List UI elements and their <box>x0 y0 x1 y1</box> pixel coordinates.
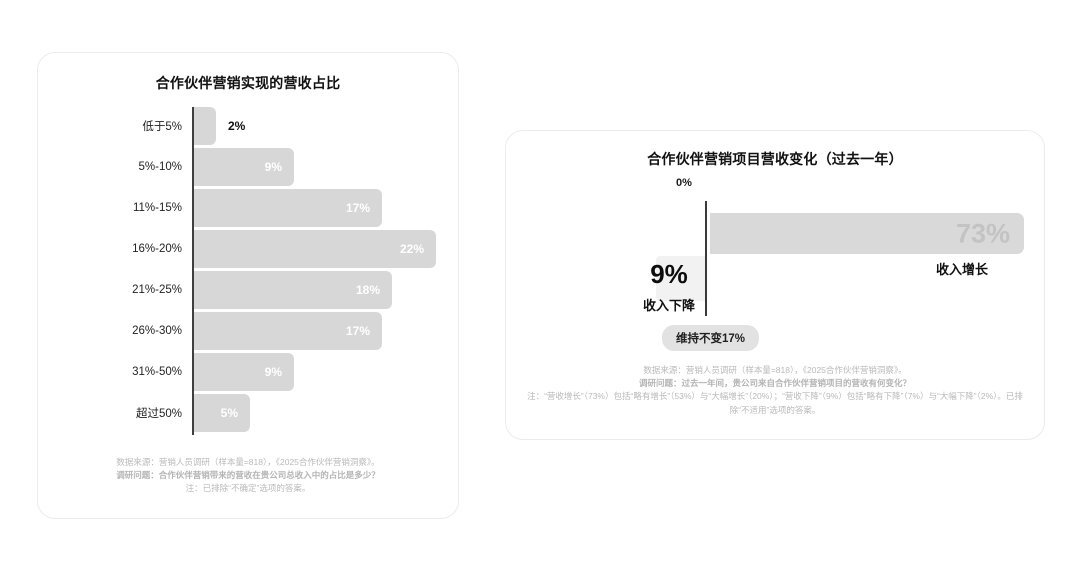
bar-value-label: 17% <box>345 200 370 215</box>
revenue-growth-value: 73% <box>955 218 1010 248</box>
revenue-share-chart-card: 合作伙伴营销实现的营收占比 低于5% 2% 5%-10% 9% 11%-15% <box>37 52 459 519</box>
left-chart-title: 合作伙伴营销实现的营收占比 <box>155 75 341 91</box>
bar-category-label: 5%-10% <box>138 160 182 173</box>
bar-value-label: 17% <box>345 323 370 338</box>
revenue-flat-pill: 维持不变17% <box>662 325 760 351</box>
bar-fill: 5% <box>194 393 250 432</box>
bar-category-label: 21%-25% <box>132 283 182 296</box>
left-bar-chart-plot: 低于5% 2% 5%-10% 9% 11%-15% 17% <box>38 105 460 435</box>
bar-category-label: 16%-20% <box>132 242 182 255</box>
table-row: 16%-20% 22% <box>38 228 460 269</box>
bar-track: 22% <box>194 229 436 268</box>
bar-value-label: 18% <box>355 282 380 297</box>
bar-fill: 18% <box>194 270 392 309</box>
bar-value-label: 9% <box>264 159 282 174</box>
footnote-question-line: 调研问题：过去一年间，贵公司来自合作伙伴营销项目的营收有何变化？ <box>638 378 911 389</box>
bar-track: 9% <box>194 352 294 391</box>
footnote-note-line: 注：“营收增长”（73%）包括“略有增长”（53%）与“大幅增长”（20%）；“… <box>527 391 1023 415</box>
bar-fill: 2% <box>194 106 245 145</box>
bar-fill: 17% <box>194 311 382 350</box>
table-row: 26%-30% 17% <box>38 310 460 351</box>
bar-track: 2% <box>194 106 245 145</box>
bar-value-label: 9% <box>264 364 282 379</box>
bar-track: 17% <box>194 311 382 350</box>
revenue-drop-label: 收入下降 <box>642 298 695 313</box>
bar-category-label: 26%-30% <box>132 324 182 337</box>
bar-value-label: 5% <box>220 405 238 420</box>
right-chart-axis-line <box>705 201 707 316</box>
right-bar-chart-plot: 0% 9% 收入下降 73% 收入增长 维持不变17% <box>506 131 1046 441</box>
bar-category-label: 31%-50% <box>132 365 182 378</box>
zero-baseline-label: 0% <box>676 177 692 189</box>
bar-fill: 9% <box>194 352 294 391</box>
bar-category-label: 11%-15% <box>132 201 182 214</box>
revenue-drop-value: 9% <box>650 259 688 289</box>
footnote-source-line: 数据来源：营销人员调研（样本量=818），《2025合作伙伴营销洞察》。 <box>116 457 380 467</box>
left-chart-footnote: 数据来源：营销人员调研（样本量=818），《2025合作伙伴营销洞察》。 调研问… <box>56 456 440 496</box>
bar-fill: 9% <box>194 147 294 186</box>
bar-category-label: 超过50% <box>135 407 182 420</box>
bar-fill: 22% <box>194 229 436 268</box>
table-row: 5%-10% 9% <box>38 146 460 187</box>
table-row: 21%-25% 18% <box>38 269 460 310</box>
footnote-source-line: 数据来源：营销人员调研（样本量=818），《2025合作伙伴营销洞察》。 <box>643 365 907 375</box>
footnote-note-line: 注：已排除“不确定”选项的答案。 <box>185 483 311 494</box>
table-row: 低于5% 2% <box>38 105 460 146</box>
footnote-question-line: 调研问题：合作伙伴营销带来的营收在贵公司总收入中的占比是多少？ <box>116 470 380 481</box>
revenue-growth-label: 收入增长 <box>936 262 989 277</box>
bar-track: 17% <box>194 188 382 227</box>
revenue-drop-bar <box>656 256 705 301</box>
bar-value-label: 22% <box>399 241 424 256</box>
table-row: 31%-50% 9% <box>38 351 460 392</box>
left-chart-axis-line <box>192 107 194 435</box>
bar-track: 9% <box>194 147 294 186</box>
bar-track: 18% <box>194 270 392 309</box>
revenue-change-chart-card: 合作伙伴营销项目营收变化（过去一年） 0% 9% 收入下降 73% 收入增长 维… <box>505 130 1045 440</box>
table-row: 超过50% 5% <box>38 392 460 433</box>
bar-track: 5% <box>194 393 250 432</box>
table-row: 11%-15% 17% <box>38 187 460 228</box>
bar-category-label: 低于5% <box>142 120 182 133</box>
revenue-growth-bar: 73% <box>710 213 1024 254</box>
bar-fill: 17% <box>194 188 382 227</box>
bar-value-label: 2% <box>228 118 246 133</box>
right-chart-footnote: 数据来源：营销人员调研（样本量=818），《2025合作伙伴营销洞察》。 调研问… <box>520 364 1030 417</box>
right-chart-title: 合作伙伴营销项目营收变化（过去一年） <box>647 151 903 167</box>
